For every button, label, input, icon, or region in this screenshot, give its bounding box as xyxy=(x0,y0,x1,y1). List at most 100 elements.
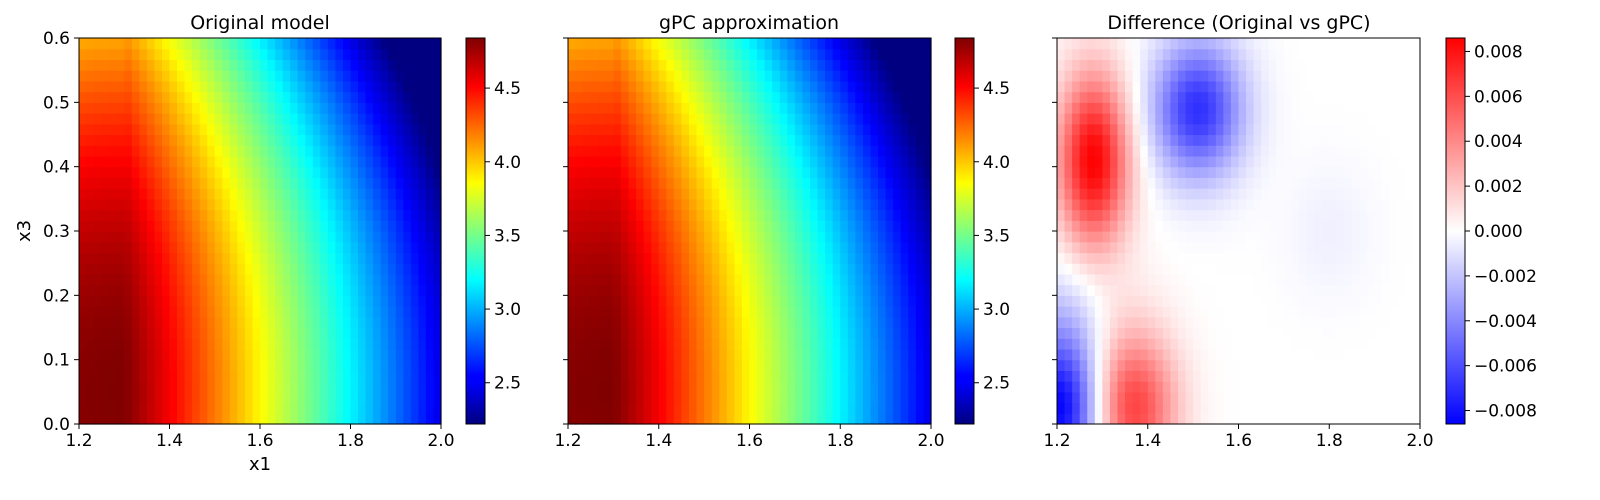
heatmap-cell xyxy=(658,295,667,307)
heatmap-cell xyxy=(433,38,442,50)
heatmap-cell xyxy=(568,209,577,221)
heatmap-cell xyxy=(915,391,925,404)
heatmap-cell xyxy=(915,220,925,232)
heatmap-cell xyxy=(1109,327,1119,339)
heatmap-cell xyxy=(275,381,284,393)
heatmap-cell xyxy=(139,70,148,82)
heatmap-cell xyxy=(305,284,314,296)
heatmap-cell xyxy=(568,391,577,404)
heatmap-cell xyxy=(651,413,660,425)
heatmap-cell xyxy=(696,123,705,136)
heatmap-cell xyxy=(94,295,103,307)
heatmap-cell xyxy=(86,59,95,71)
heatmap-cell xyxy=(575,102,584,114)
heatmap-cell xyxy=(666,113,675,125)
heatmap-cell xyxy=(146,188,156,200)
heatmap-cell xyxy=(666,241,675,254)
heatmap-cell xyxy=(1261,209,1270,221)
heatmap-cell xyxy=(154,327,163,339)
heatmap-cell xyxy=(1291,177,1300,189)
heatmap-cell xyxy=(418,252,427,264)
heatmap-cell xyxy=(154,188,163,200)
heatmap-cell xyxy=(1306,198,1315,211)
heatmap-cell xyxy=(870,113,879,125)
heatmap-cell xyxy=(1057,188,1066,200)
heatmap-cell xyxy=(244,391,254,404)
heatmap-cell xyxy=(1329,91,1338,103)
heatmap-cell xyxy=(388,177,397,189)
heatmap-cell xyxy=(1299,38,1308,50)
heatmap-cell xyxy=(704,295,713,307)
heatmap-cell xyxy=(568,348,577,361)
heatmap-cell xyxy=(365,38,374,50)
heatmap-cell xyxy=(1162,198,1172,211)
heatmap-cell xyxy=(1072,359,1081,371)
heatmap-cell xyxy=(1079,38,1088,50)
heatmap-cell xyxy=(1185,348,1194,361)
heatmap-cell xyxy=(169,91,178,103)
heatmap-cell xyxy=(794,188,804,200)
heatmap-cell xyxy=(1344,413,1353,425)
heatmap-cell xyxy=(832,188,841,200)
heatmap-cell xyxy=(1087,338,1096,350)
heatmap-cell xyxy=(1185,91,1194,103)
heatmap-cell xyxy=(275,102,284,114)
heatmap-cell xyxy=(893,80,902,93)
heatmap-cell xyxy=(817,38,826,50)
heatmap-cell xyxy=(575,338,584,350)
heatmap-cell xyxy=(628,381,637,393)
heatmap-cell xyxy=(101,155,110,168)
heatmap-cell xyxy=(237,70,246,82)
heatmap-cell xyxy=(719,59,728,71)
heatmap-cell xyxy=(1140,102,1149,114)
heatmap-cell xyxy=(229,327,238,339)
heatmap-cell xyxy=(734,273,743,286)
heatmap-cell xyxy=(1253,391,1262,404)
heatmap-cell xyxy=(1057,134,1066,146)
heatmap-cell xyxy=(335,145,344,157)
heatmap-cell xyxy=(802,166,811,178)
heatmap-cell xyxy=(779,306,788,318)
heatmap-cell xyxy=(1283,391,1293,404)
heatmap-cell xyxy=(327,413,337,425)
heatmap-cell xyxy=(598,306,607,318)
heatmap-cell xyxy=(590,370,599,382)
heatmap-cell xyxy=(1283,306,1293,318)
heatmap-cell xyxy=(184,155,193,168)
heatmap-cell xyxy=(666,295,675,307)
heatmap-cell xyxy=(1238,327,1247,339)
heatmap-cell xyxy=(689,316,698,329)
heatmap-cell xyxy=(1132,284,1141,296)
heatmap-cell xyxy=(244,381,254,393)
heatmap-cell xyxy=(101,123,110,136)
heatmap-cell xyxy=(1223,48,1232,61)
heatmap-cell xyxy=(1336,252,1345,264)
heatmap-cell xyxy=(79,155,88,168)
heatmap-cell xyxy=(704,306,713,318)
heatmap-cell xyxy=(1102,220,1111,232)
heatmap-cell xyxy=(1253,413,1262,425)
heatmap-cell xyxy=(1117,59,1126,71)
heatmap-cell xyxy=(320,113,329,125)
heatmap-cell xyxy=(658,306,667,318)
heatmap-cell xyxy=(1162,263,1172,275)
heatmap-cell xyxy=(1299,263,1308,275)
heatmap-cell xyxy=(1306,306,1315,318)
heatmap-cell xyxy=(787,188,796,200)
heatmap-cell xyxy=(1283,284,1293,296)
heatmap-cell xyxy=(1314,48,1323,61)
heatmap-cell xyxy=(131,209,140,221)
heatmap-cell xyxy=(1147,348,1156,361)
heatmap-cell xyxy=(673,59,683,71)
heatmap-cell xyxy=(726,391,735,404)
heatmap-cell xyxy=(870,391,879,404)
heatmap-cell xyxy=(214,48,223,61)
heatmap-cell xyxy=(1200,284,1209,296)
heatmap-cell xyxy=(726,80,735,93)
heatmap-cell xyxy=(908,102,917,114)
heatmap-cell xyxy=(275,177,284,189)
heatmap-cell xyxy=(146,413,156,425)
heatmap-cell xyxy=(282,70,291,82)
heatmap-cell xyxy=(1208,327,1217,339)
heatmap-cell xyxy=(575,359,584,371)
